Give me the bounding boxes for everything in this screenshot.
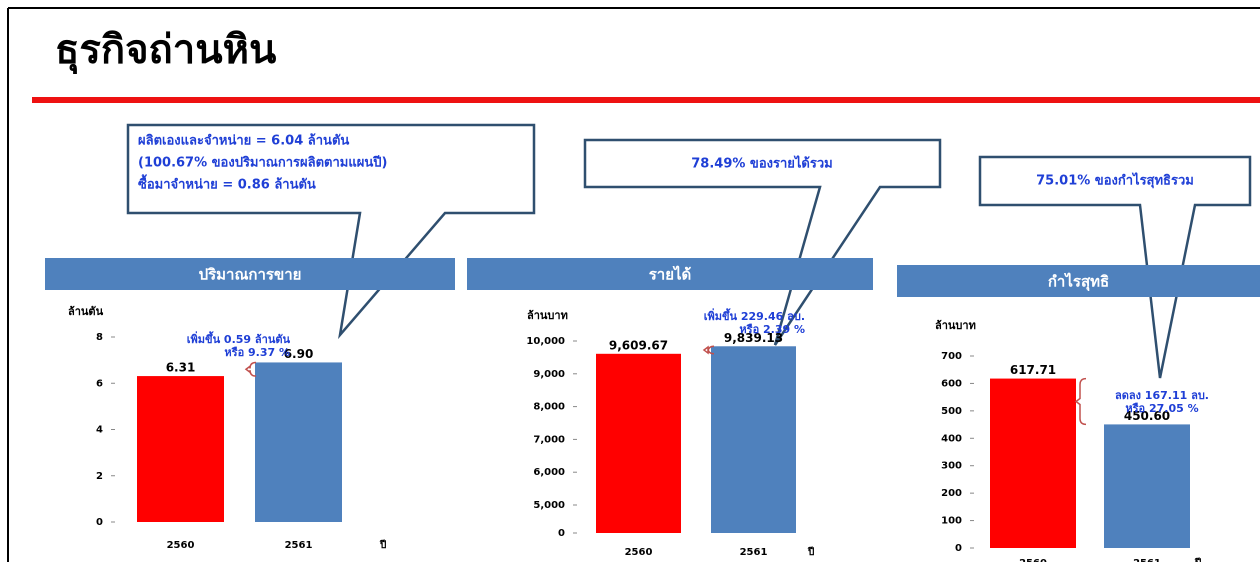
y-tick-label: 0 bbox=[558, 528, 565, 539]
x-axis-label: ปี bbox=[807, 546, 814, 558]
y-tick-label: 400 bbox=[941, 433, 962, 444]
value-label: 450.60 bbox=[1124, 409, 1170, 423]
difference-brace bbox=[1074, 377, 1087, 426]
callout-text: 75.01% ของกำไรสุทธิรวม bbox=[1036, 172, 1194, 189]
x-axis-label: ปี bbox=[379, 539, 386, 551]
y-tick-label: 0 bbox=[955, 543, 962, 554]
y-tick-label: 700 bbox=[941, 351, 962, 362]
y-tick-label: 2 bbox=[96, 471, 103, 482]
y-tick-label: 500 bbox=[941, 406, 962, 417]
x-axis-label: ปี bbox=[1194, 557, 1201, 562]
annotation: หรือ 27.05 % bbox=[1125, 402, 1198, 415]
bar bbox=[711, 346, 796, 533]
annotation: ลดลง 167.11 ลบ. bbox=[1115, 389, 1209, 402]
difference-brace bbox=[702, 345, 715, 355]
y-tick-label: 5,000 bbox=[533, 500, 565, 511]
y-tick-label: 8,000 bbox=[533, 402, 565, 413]
y-axis-label: ล้านบาท bbox=[527, 309, 568, 322]
difference-brace bbox=[244, 361, 257, 377]
value-label: 9,609.67 bbox=[609, 338, 668, 352]
bar bbox=[137, 376, 224, 522]
y-tick-label: 7,000 bbox=[533, 434, 565, 445]
y-tick-label: 6 bbox=[96, 378, 103, 389]
y-tick-label: 0 bbox=[96, 517, 103, 528]
x-tick-label: 2560 bbox=[625, 547, 653, 558]
panel-title: กำไรสุทธิ bbox=[1048, 272, 1109, 292]
panel-header bbox=[897, 265, 1260, 297]
y-tick-label: 9,000 bbox=[533, 369, 565, 380]
panel-title: ปริมาณการขาย bbox=[199, 266, 302, 284]
annotation: หรือ 2.39 % bbox=[739, 323, 805, 336]
value-label: 6.90 bbox=[284, 347, 314, 361]
bar bbox=[596, 353, 681, 533]
y-tick-label: 4 bbox=[96, 425, 103, 436]
y-tick-label: 10,000 bbox=[526, 336, 565, 347]
y-tick-label: 200 bbox=[941, 488, 962, 499]
y-tick-label: 6,000 bbox=[533, 467, 565, 478]
y-tick-label: 8 bbox=[96, 332, 103, 343]
panel-title: รายได้ bbox=[649, 265, 692, 284]
value-label: 9,839.13 bbox=[724, 331, 783, 345]
title-rule bbox=[32, 97, 1260, 103]
bar bbox=[990, 378, 1076, 548]
x-tick-label: 2561 bbox=[740, 547, 768, 558]
value-label: 617.71 bbox=[1010, 363, 1056, 377]
callout-text: (100.67% ของปริมาณการผลิตตามแผนปี) bbox=[138, 155, 387, 171]
slide-title: ธุรกิจถ่านหิน bbox=[55, 27, 276, 75]
x-tick-label: 2560 bbox=[167, 540, 195, 551]
panel-header bbox=[467, 258, 873, 290]
callout-text: ซื้อมาจำหน่าย = 0.86 ล้านตัน bbox=[138, 174, 316, 193]
y-tick-label: 100 bbox=[941, 516, 962, 527]
x-tick-label: 2560 bbox=[1019, 558, 1047, 562]
bar bbox=[255, 362, 342, 522]
value-label: 6.31 bbox=[166, 361, 196, 375]
annotation: เพิ่มขึ้น 229.46 ลบ. bbox=[704, 308, 805, 323]
y-axis-label: ล้านตัน bbox=[68, 305, 104, 318]
y-axis-label: ล้านบาท bbox=[935, 319, 976, 332]
y-tick-label: 300 bbox=[941, 461, 962, 472]
bar bbox=[1104, 424, 1190, 548]
x-tick-label: 2561 bbox=[285, 540, 313, 551]
annotation: เพิ่มขึ้น 0.59 ล้านตัน bbox=[187, 331, 291, 346]
callout-text: ผลิตเองและจำหน่าย = 6.04 ล้านตัน bbox=[138, 133, 349, 149]
y-tick-label: 600 bbox=[941, 378, 962, 389]
callout-text: 78.49% ของรายได้รวม bbox=[691, 155, 832, 172]
panel-header bbox=[45, 258, 455, 290]
x-tick-label: 2561 bbox=[1133, 558, 1161, 562]
annotation: หรือ 9.37 % bbox=[224, 346, 290, 359]
